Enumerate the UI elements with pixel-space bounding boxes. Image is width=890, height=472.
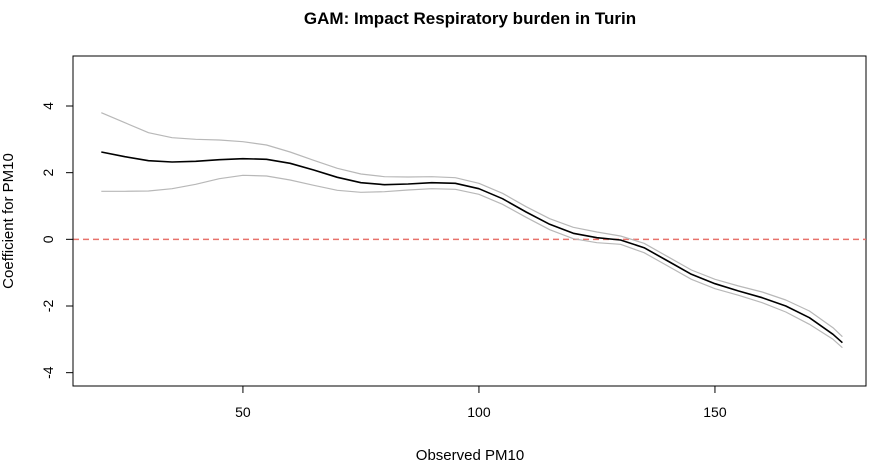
y-axis-label: Coefficient for PM10: [0, 153, 17, 289]
y-tick-label: 0: [40, 235, 56, 243]
upper-band-line: [101, 112, 843, 338]
x-axis: 50 100 150: [235, 385, 727, 420]
series-layer: [101, 112, 843, 349]
x-tick-label: 150: [703, 404, 727, 420]
y-tick-label: 2: [40, 169, 56, 177]
y-tick-label: -4: [40, 366, 56, 379]
x-axis-label: Observed PM10: [416, 447, 524, 464]
lower-band-line: [101, 174, 843, 349]
y-axis: -4 -2 0 2 4: [40, 102, 74, 379]
plot-frame: [72, 55, 867, 387]
x-tick-label: 100: [467, 404, 491, 420]
y-tick-label: 4: [40, 102, 56, 110]
chart-title: GAM: Impact Respiratory burden in Turin: [304, 9, 636, 28]
y-tick-label: -2: [40, 300, 56, 313]
x-tick-label: 50: [235, 404, 251, 420]
estimate-line: [101, 151, 843, 344]
